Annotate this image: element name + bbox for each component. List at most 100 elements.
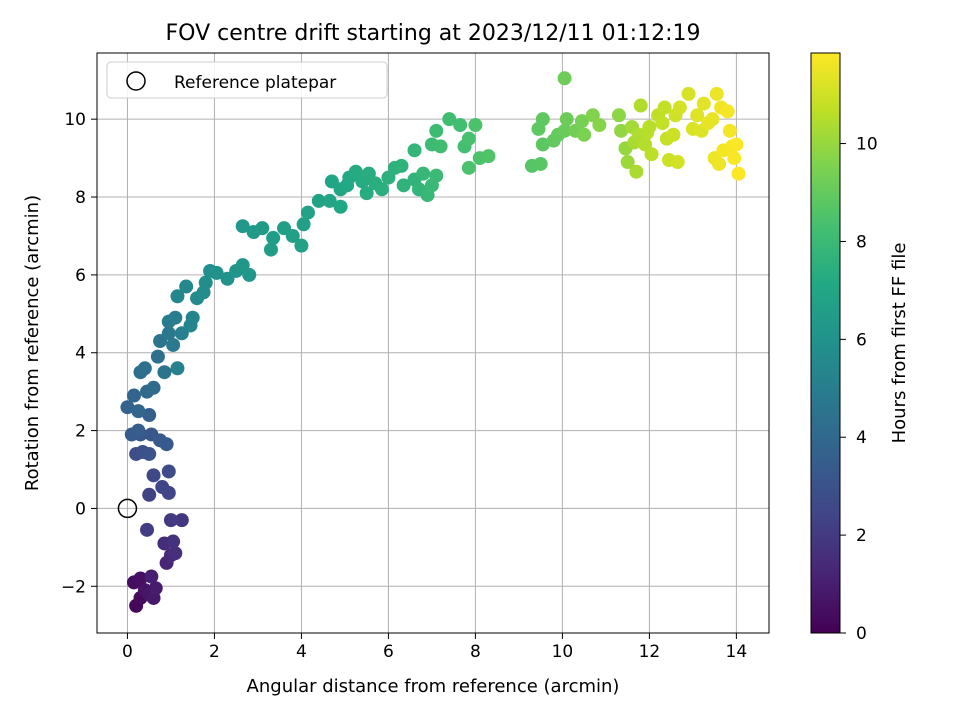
- data-points: [120, 71, 746, 613]
- data-point: [416, 166, 431, 181]
- data-point: [442, 112, 457, 127]
- data-point: [696, 96, 711, 111]
- data-point: [140, 522, 155, 537]
- data-point: [468, 118, 483, 133]
- data-point: [161, 464, 176, 479]
- x-tick-label: 8: [470, 642, 481, 662]
- x-tick-label: 6: [383, 642, 394, 662]
- data-point: [131, 404, 146, 419]
- data-point: [185, 310, 200, 325]
- data-point: [142, 446, 157, 461]
- data-point: [559, 112, 574, 127]
- data-point: [429, 123, 444, 138]
- data-point: [633, 98, 648, 113]
- data-point: [461, 160, 476, 175]
- data-point: [644, 147, 659, 162]
- data-point: [611, 108, 626, 123]
- colorbar-tick-label: 4: [856, 428, 867, 448]
- data-point: [705, 112, 720, 127]
- y-axis-ticks: −2 0 2 4 6 8 10: [61, 110, 97, 597]
- data-point: [131, 423, 146, 438]
- data-point: [150, 349, 165, 364]
- data-point: [453, 118, 468, 133]
- data-point: [168, 310, 183, 325]
- data-point: [629, 164, 644, 179]
- colorbar-tick-label: 2: [856, 526, 867, 546]
- colorbar-label: Hours from first FF file: [889, 243, 910, 444]
- x-tick-label: 10: [552, 642, 574, 662]
- data-point: [727, 151, 742, 166]
- data-point: [642, 119, 657, 134]
- data-point: [170, 289, 185, 304]
- y-tick-label: 6: [75, 266, 86, 286]
- data-point: [133, 571, 148, 586]
- data-point: [670, 154, 685, 169]
- colorbar-gradient: [810, 52, 841, 634]
- data-point: [126, 388, 141, 403]
- x-tick-label: 4: [296, 642, 307, 662]
- y-tick-label: 10: [64, 110, 86, 130]
- data-point: [396, 178, 411, 193]
- data-point: [174, 513, 189, 528]
- data-point: [681, 86, 696, 101]
- legend-marker: [126, 71, 146, 91]
- data-point: [166, 337, 181, 352]
- data-point: [666, 127, 681, 142]
- y-axis-label: Rotation from reference (arcmin): [22, 195, 43, 491]
- data-point: [592, 118, 607, 133]
- data-point: [137, 361, 152, 376]
- x-tick-label: 0: [122, 642, 133, 662]
- colorbar-tick-label: 0: [856, 624, 867, 644]
- data-point: [170, 361, 185, 376]
- data-point: [709, 86, 724, 101]
- colorbar-tick-label: 6: [856, 330, 867, 350]
- data-point: [235, 219, 250, 234]
- y-tick-label: 0: [75, 499, 86, 519]
- data-point: [146, 468, 161, 483]
- y-tick-label: 4: [75, 344, 86, 364]
- data-point: [209, 265, 224, 280]
- data-point: [731, 166, 746, 181]
- colorbar-ticks: 0 2 4 6 8 10: [840, 135, 878, 644]
- data-point: [300, 205, 315, 220]
- data-point: [163, 513, 178, 528]
- data-point: [620, 154, 635, 169]
- data-point: [263, 242, 278, 257]
- data-point: [168, 546, 183, 561]
- data-point: [461, 131, 476, 146]
- data-point: [433, 139, 448, 154]
- legend-box: [106, 61, 388, 99]
- data-point: [266, 230, 281, 245]
- data-point: [722, 123, 737, 138]
- data-point: [120, 400, 135, 415]
- data-point: [161, 326, 176, 341]
- data-point: [655, 116, 670, 131]
- data-point: [198, 275, 213, 290]
- colorbar: 0 2 4 6 8 10 Hours from first FF file: [810, 52, 910, 644]
- data-point: [148, 581, 163, 596]
- data-point: [144, 569, 159, 584]
- data-point: [285, 228, 300, 243]
- data-point: [155, 480, 170, 495]
- x-tick-label: 12: [639, 642, 661, 662]
- data-point: [711, 156, 726, 171]
- y-tick-label: −2: [61, 577, 86, 597]
- y-tick-label: 8: [75, 188, 86, 208]
- data-point: [296, 217, 311, 232]
- data-point: [294, 238, 309, 253]
- data-point: [394, 158, 409, 173]
- data-point: [657, 100, 672, 115]
- legend-label: Reference platepar: [174, 73, 336, 93]
- data-point: [146, 380, 161, 395]
- plot-frame: [96, 52, 770, 634]
- data-point: [557, 123, 572, 138]
- colorbar-tick-label: 10: [856, 135, 878, 155]
- data-point: [481, 149, 496, 164]
- data-point: [672, 100, 687, 115]
- x-axis-ticks: 0 2 4 6 8 10 12 14: [122, 633, 747, 662]
- x-tick-label: 14: [726, 642, 748, 662]
- data-point: [690, 108, 705, 123]
- data-point: [166, 534, 181, 549]
- data-point: [179, 279, 194, 294]
